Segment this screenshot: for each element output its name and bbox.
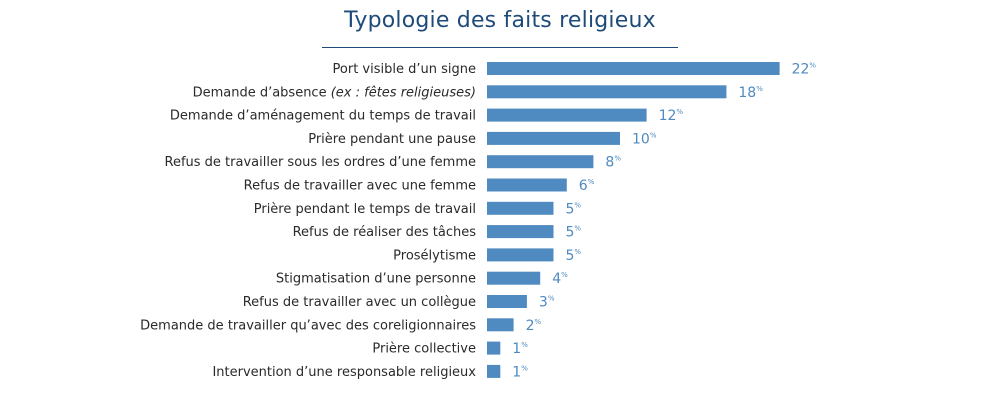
value-label: 6% — [579, 178, 595, 194]
title-underline — [322, 47, 678, 48]
value-label: 3% — [539, 295, 555, 311]
value-label: 1% — [512, 364, 528, 380]
bar — [487, 201, 554, 215]
category-label: Demande d’aménagement du temps de travai… — [170, 109, 476, 124]
category-label: Demande d’absence (ex : fêtes religieuse… — [193, 85, 476, 100]
bar — [487, 225, 554, 239]
chart-title: Typologie des faits religieux — [344, 8, 656, 33]
value-label: 10% — [632, 131, 657, 147]
category-label: Prière pendant une pause — [308, 132, 476, 147]
value-label: 18% — [738, 85, 763, 101]
category-label: Demande de travailler qu’avec des coreli… — [140, 318, 476, 333]
bar — [487, 318, 514, 332]
bar — [487, 364, 501, 378]
value-label: 12% — [659, 108, 684, 124]
bar — [487, 248, 554, 262]
category-label: Prière pendant le temps de travail — [254, 202, 476, 217]
value-label: 2% — [526, 318, 542, 334]
value-label: 8% — [605, 155, 621, 171]
bar — [487, 341, 501, 355]
bar — [487, 295, 527, 308]
bar — [487, 271, 541, 285]
value-label: 5% — [566, 225, 582, 241]
bar — [487, 155, 594, 169]
category-label: Prière collective — [372, 342, 476, 357]
category-label: Refus de travailler sous les ordres d’un… — [165, 155, 477, 170]
category-label: Port visible d’un signe — [333, 62, 476, 77]
category-label: Stigmatisation d’une personne — [276, 272, 476, 287]
bar — [487, 108, 647, 122]
bar — [487, 178, 567, 192]
value-label: 5% — [566, 248, 582, 264]
bar — [487, 131, 620, 145]
value-label: 5% — [566, 201, 582, 217]
category-label: Refus de travailler avec un collègue — [243, 295, 476, 310]
category-label: Intervention d’une responsable religieux — [212, 365, 476, 380]
value-label: 1% — [512, 341, 528, 357]
category-label: Refus de réaliser des tâches — [293, 225, 477, 240]
category-label: Prosélytisme — [393, 248, 476, 263]
value-label: 22% — [792, 62, 817, 78]
bar — [487, 85, 727, 99]
bar — [487, 62, 780, 75]
category-label: Refus de travailler avec une femme — [244, 179, 476, 194]
value-label: 4% — [552, 271, 568, 287]
